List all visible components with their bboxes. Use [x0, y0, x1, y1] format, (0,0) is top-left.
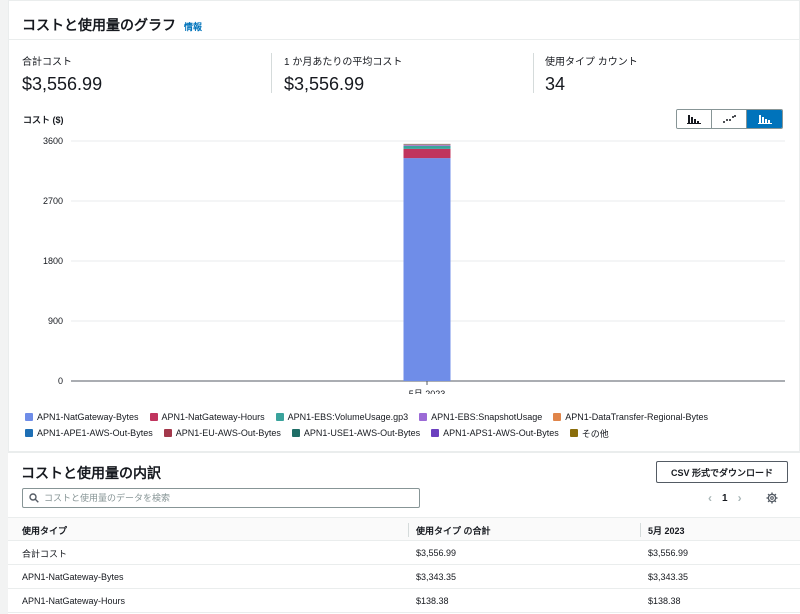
- legend-swatch: [25, 413, 33, 421]
- next-page-icon[interactable]: ›: [737, 491, 742, 505]
- y-tick-label: 900: [48, 316, 63, 326]
- search-icon: [29, 493, 39, 503]
- legend-item[interactable]: APN1-NatGateway-Bytes: [25, 411, 139, 423]
- metric-label: 1 か月あたりの平均コスト: [284, 57, 403, 68]
- legend-swatch: [291, 429, 300, 437]
- bar-segment: [403, 148, 451, 159]
- legend-label: APN1-EU-AWS-Out-Bytes: [175, 428, 281, 438]
- table-cell: 合計コスト: [22, 548, 68, 559]
- legend-swatch: [275, 413, 284, 421]
- table-row: 合計コスト $3,556.99 $3,556.99: [8, 541, 800, 565]
- legend-item[interactable]: APN1-NatGateway-Hours: [149, 411, 265, 423]
- legend-item[interactable]: APN1-EBS:SnapshotUsage: [419, 411, 542, 423]
- table-cell: $138.38: [416, 596, 449, 606]
- legend-item[interactable]: APN1-APE1-AWS-Out-Bytes: [25, 427, 153, 439]
- legend-label: APN1-APS1-AWS-Out-Bytes: [443, 428, 559, 438]
- breakdown-table: 使用タイプ 使用タイプ の合計 5月 2023 合計コスト $3,556.99 …: [8, 517, 800, 613]
- metric-value: $3,556.99: [284, 74, 365, 94]
- table-cell: APN1-NatGateway-Bytes: [22, 572, 124, 582]
- y-tick-label: 2700: [43, 196, 63, 206]
- legend-item[interactable]: その他: [569, 427, 609, 439]
- bar-segment: [403, 144, 451, 146]
- legend-label: APN1-EBS:SnapshotUsage: [431, 412, 543, 422]
- cost-usage-graph-panel: コストと使用量のグラフ 情報 合計コスト $3,556.99 1 か月あたりの平…: [8, 0, 800, 452]
- table-row: APN1-NatGateway-Bytes $3,343.35 $3,343.3…: [8, 565, 800, 589]
- x-tick-label: 5月 2023: [409, 389, 446, 394]
- pagination: ‹ 1 ›: [708, 491, 742, 505]
- y-tick-label: 0: [58, 376, 63, 386]
- metric-label: 合計コスト: [22, 57, 72, 68]
- metric-avg-monthly-cost: 1 か月あたりの平均コスト $3,556.99: [284, 53, 403, 94]
- info-link[interactable]: 情報: [184, 22, 203, 32]
- csv-download-button[interactable]: CSV 形式でダウンロード: [656, 461, 788, 483]
- line-chart-icon: [723, 115, 736, 123]
- cost-usage-breakdown-panel: コストと使用量の内訳 CSV 形式でダウンロード ‹ 1 › 使用タイプ 使用タ…: [8, 452, 800, 614]
- metric-usage-type-count: 使用タイプ カウント 34: [545, 53, 638, 94]
- column-header[interactable]: 使用タイプ: [22, 525, 68, 536]
- table-cell: APN1-NatGateway-Hours: [22, 596, 126, 606]
- line-chart-button[interactable]: [712, 110, 747, 128]
- column-header[interactable]: 使用タイプ の合計: [416, 525, 491, 536]
- stacked-bar-chart-button[interactable]: [747, 110, 782, 128]
- column-divider: [640, 523, 641, 537]
- chart-y-axis-label: コスト ($): [23, 115, 64, 125]
- cost-chart: 0 900 1800 2700 3600 5月 2023: [43, 136, 785, 394]
- stacked-bar-chart-icon: [757, 115, 772, 124]
- table-header-row: 使用タイプ 使用タイプ の合計 5月 2023: [8, 517, 800, 541]
- legend-label: APN1-USE1-AWS-Out-Bytes: [303, 428, 421, 438]
- legend-swatch: [569, 429, 578, 437]
- legend-label: APN1-APE1-AWS-Out-Bytes: [37, 428, 153, 438]
- panel-header: コストと使用量のグラフ 情報: [22, 15, 202, 33]
- divider: [271, 53, 272, 93]
- legend-label: APN1-DataTransfer-Regional-Bytes: [565, 412, 708, 422]
- table-cell: $3,556.99: [416, 548, 457, 558]
- legend-item[interactable]: APN1-EBS:VolumeUsage.gp3: [275, 411, 409, 423]
- legend-swatch: [163, 429, 172, 437]
- column-divider: [408, 523, 409, 537]
- legend-item[interactable]: APN1-DataTransfer-Regional-Bytes: [553, 411, 708, 423]
- gear-icon[interactable]: [766, 492, 778, 504]
- table-cell: $138.38: [648, 596, 681, 606]
- legend-swatch: [25, 429, 33, 437]
- column-header[interactable]: 5月 2023: [648, 525, 685, 536]
- search-box: [22, 488, 420, 508]
- table-row: APN1-NatGateway-Hours $138.38 $138.38: [8, 589, 800, 613]
- legend-swatch: [553, 413, 562, 421]
- bar-chart-button[interactable]: [677, 110, 712, 128]
- search-input[interactable]: [44, 493, 404, 503]
- metric-label: 使用タイプ カウント: [545, 57, 638, 68]
- legend-swatch: [419, 413, 428, 421]
- metric-value: $3,556.99: [22, 74, 103, 94]
- divider: [9, 39, 799, 40]
- legend-swatch: [431, 429, 440, 437]
- y-tick-label: 1800: [43, 256, 63, 266]
- current-page[interactable]: 1: [722, 492, 728, 504]
- chart-legend: APN1-NatGateway-Bytes APN1-NatGateway-Hou…: [25, 411, 785, 439]
- table-cell: $3,343.35: [416, 572, 457, 582]
- table-cell: $3,556.99: [648, 548, 689, 558]
- divider: [533, 53, 534, 93]
- bar-chart-icon: [687, 115, 701, 124]
- legend-item[interactable]: APN1-EU-AWS-Out-Bytes: [163, 427, 281, 439]
- panel-title: コストと使用量のグラフ: [22, 17, 176, 33]
- prev-page-icon[interactable]: ‹: [708, 491, 712, 505]
- y-tick-label: 3600: [43, 136, 63, 146]
- metric-value: 34: [545, 74, 566, 94]
- legend-swatch: [149, 413, 158, 421]
- legend-item[interactable]: APN1-APS1-AWS-Out-Bytes: [431, 427, 559, 439]
- metric-total-cost: 合計コスト $3,556.99: [22, 53, 103, 94]
- legend-label: APN1-NatGateway-Hours: [161, 412, 265, 422]
- legend-label: APN1-NatGateway-Bytes: [37, 412, 139, 422]
- bar-segment: [403, 158, 451, 381]
- breakdown-title: コストと使用量の内訳: [21, 465, 161, 481]
- bar-segment: [403, 145, 451, 149]
- legend-label: APN1-EBS:VolumeUsage.gp3: [287, 412, 409, 422]
- chart-type-toggle: [676, 109, 783, 129]
- table-cell: $3,343.35: [648, 572, 689, 582]
- legend-label: その他: [581, 428, 609, 439]
- legend-item[interactable]: APN1-USE1-AWS-Out-Bytes: [291, 427, 421, 439]
- bar-segment: [403, 145, 451, 146]
